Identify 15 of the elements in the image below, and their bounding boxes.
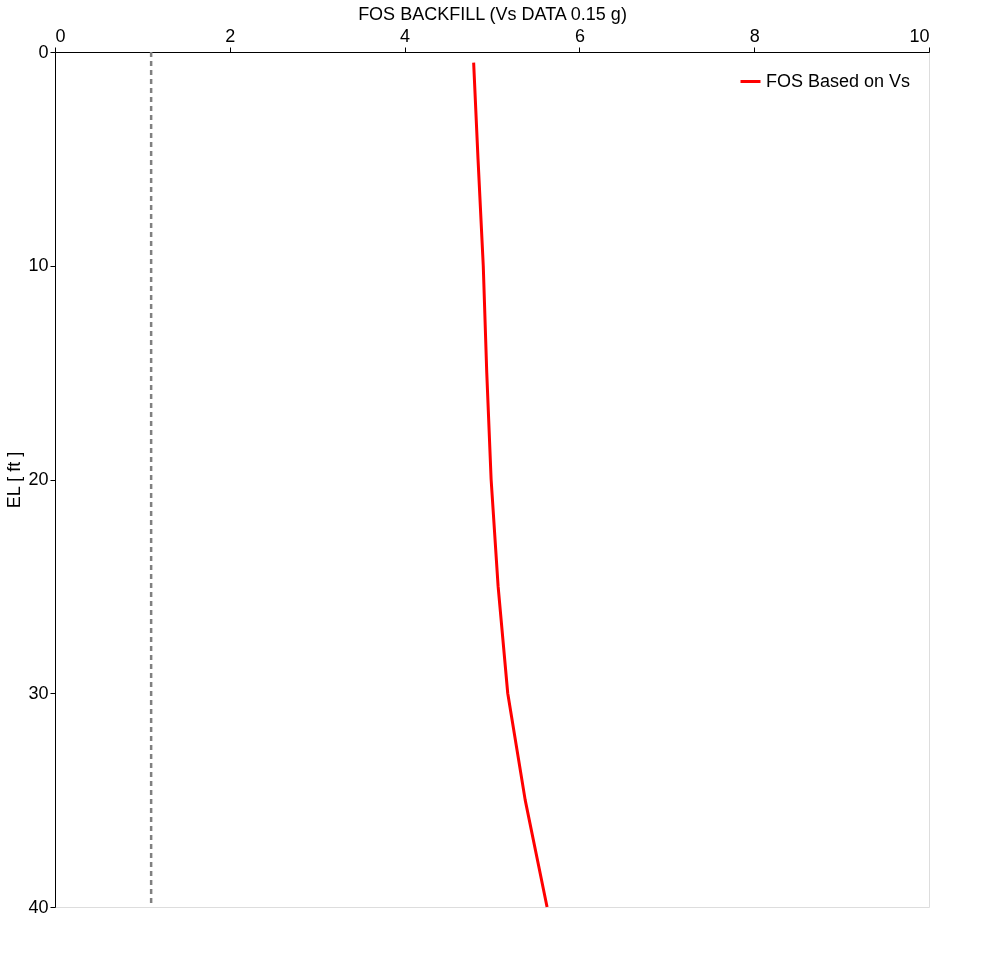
y-tick-label: 10 — [28, 255, 49, 276]
x-tick-label: 2 — [225, 25, 236, 46]
y-tick-label: 40 — [28, 896, 49, 917]
x-tick-label: 4 — [400, 25, 411, 46]
x-tick-label: 8 — [749, 25, 760, 46]
y-axis-title: EL [ ft ] — [4, 451, 25, 509]
x-tick-label: 6 — [574, 25, 585, 46]
y-tick-label: 0 — [38, 41, 49, 62]
y-tick-label: 30 — [28, 682, 49, 703]
x-tick-label: 0 — [55, 25, 66, 46]
line-series — [472, 61, 549, 909]
y-tick-label: 20 — [28, 469, 49, 489]
x-axis-title: FOS BACKFILL (Vs DATA 0.15 g) — [358, 3, 627, 24]
legend-label: FOS Based on Vs — [766, 70, 911, 91]
x-tick-label: 10 — [909, 25, 930, 46]
